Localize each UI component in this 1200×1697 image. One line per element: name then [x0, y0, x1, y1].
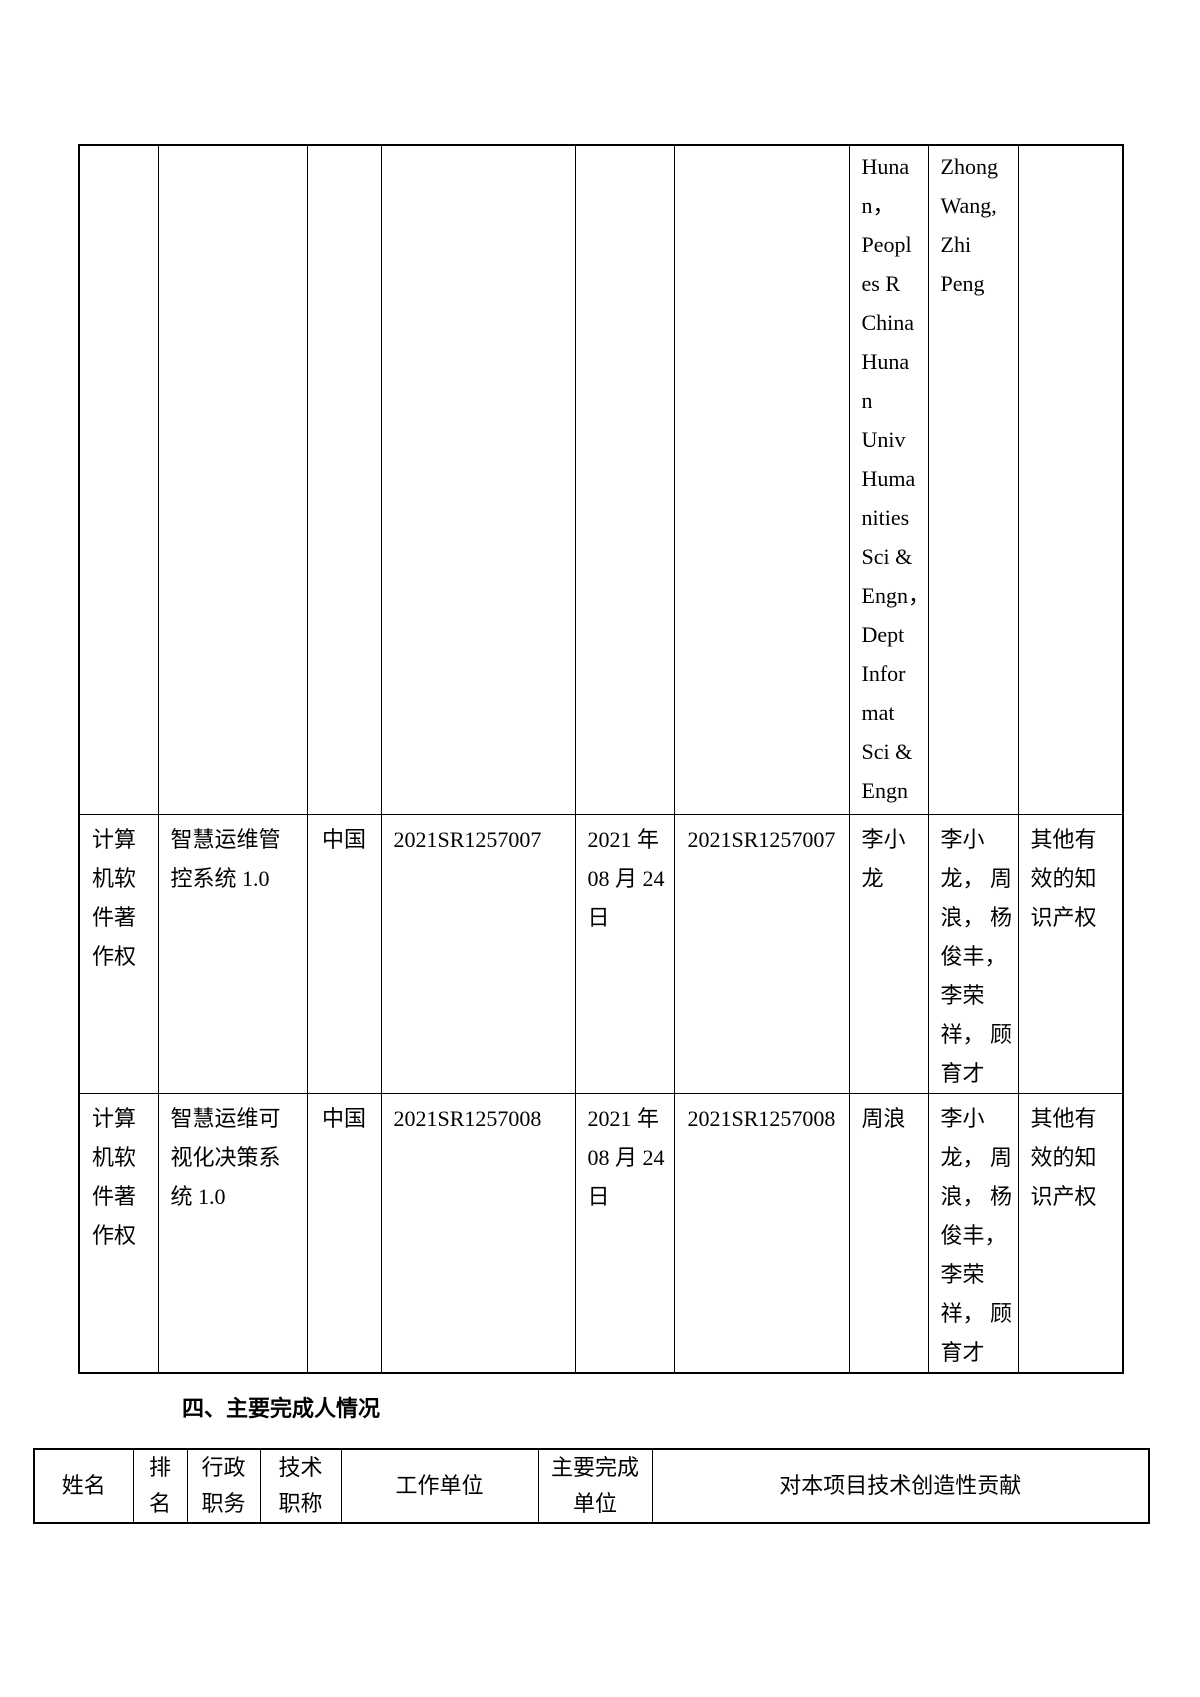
table-cell-name: 智慧运维可 视化决策系 统 1.0: [157, 1092, 308, 1373]
table-cell-status: 其他有 效的知 识产权: [1017, 1092, 1124, 1373]
table-cell-cert-number: 2021SR1257007: [673, 813, 850, 1094]
table-cell-cert-number: 2021SR1257008: [673, 1092, 850, 1373]
header-cell-main-unit: 主要完成 单位: [537, 1448, 653, 1524]
header-cell-technical-title: 技术 职称: [259, 1448, 342, 1524]
table-cell-holder: 周浪: [848, 1092, 929, 1373]
table-cell-category: 计算 机软 件著 作权: [78, 1092, 159, 1373]
table-cell: [574, 144, 675, 815]
table-cell-authors: Zhong Wang, Zhi Peng: [927, 144, 1019, 815]
table-cell-country: 中国: [306, 1092, 382, 1373]
table-cell-holder: 李小 龙: [848, 813, 929, 1094]
table-cell-grant-number: 2021SR1257008: [380, 1092, 576, 1373]
table-cell-inventors: 李小 龙， 周 浪， 杨 俊丰， 李荣 祥， 顾 育才: [927, 813, 1019, 1094]
table-cell-status: 其他有 效的知 识产权: [1017, 813, 1124, 1094]
table-cell-grant-number: 2021SR1257007: [380, 813, 576, 1094]
header-cell-rank: 排 名: [132, 1448, 188, 1524]
table-cell: [306, 144, 382, 815]
table-cell: [380, 144, 576, 815]
completers-table: 姓名 排 名 行政 职务 技术 职称 工作单位 主要完成 单位 对本项目技术创造…: [33, 1448, 1150, 1524]
table-cell-grant-date: 2021 年 08 月 24 日: [574, 813, 675, 1094]
header-cell-admin-position: 行政 职务: [186, 1448, 261, 1524]
table-cell: [78, 144, 159, 815]
section-heading: 四、主要完成人情况: [182, 1396, 381, 1421]
table-cell-category: 计算 机软 件著 作权: [78, 813, 159, 1094]
table-row: 计算 机软 件著 作权 智慧运维可 视化决策系 统 1.0 中国 2021SR1…: [78, 1092, 1124, 1373]
table-cell: [673, 144, 850, 815]
table-cell-grant-date: 2021 年 08 月 24 日: [574, 1092, 675, 1373]
ip-rights-table: Huna n， Peopl es R China Huna n Univ Hum…: [78, 144, 1124, 1374]
header-cell-name: 姓名: [33, 1448, 134, 1524]
table-cell-country: 中国: [306, 813, 382, 1094]
header-cell-work-unit: 工作单位: [340, 1448, 539, 1524]
table-cell: [1017, 144, 1124, 815]
table-cell-name: 智慧运维管 控系统 1.0: [157, 813, 308, 1094]
header-cell-contribution: 对本项目技术创造性贡献: [651, 1448, 1150, 1524]
table-row: Huna n， Peopl es R China Huna n Univ Hum…: [78, 144, 1124, 815]
table-row: 计算 机软 件著 作权 智慧运维管 控系统 1.0 中国 2021SR12570…: [78, 813, 1124, 1094]
table-cell-affiliation: Huna n， Peopl es R China Huna n Univ Hum…: [848, 144, 929, 815]
table-cell-inventors: 李小 龙， 周 浪， 杨 俊丰， 李荣 祥， 顾 育才: [927, 1092, 1019, 1373]
table-header-row: 姓名 排 名 行政 职务 技术 职称 工作单位 主要完成 单位 对本项目技术创造…: [33, 1448, 1150, 1524]
table-cell: [157, 144, 308, 815]
